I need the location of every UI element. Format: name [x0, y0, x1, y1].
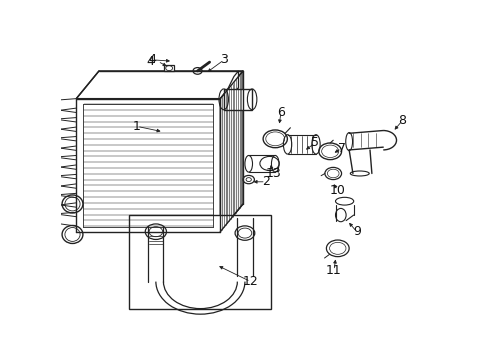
Polygon shape	[223, 89, 252, 110]
Text: 12: 12	[242, 275, 258, 288]
Polygon shape	[76, 71, 243, 99]
Text: 4: 4	[146, 55, 154, 68]
Text: 3: 3	[220, 53, 227, 66]
Text: 8: 8	[397, 114, 406, 127]
Bar	[129, 215, 271, 309]
Text: 10: 10	[329, 184, 345, 197]
Text: 1: 1	[133, 120, 141, 133]
Text: 13: 13	[265, 167, 281, 180]
Text: 9: 9	[352, 225, 360, 238]
Text: 4: 4	[148, 53, 156, 66]
Polygon shape	[226, 71, 238, 102]
Text: 5: 5	[310, 136, 318, 149]
Polygon shape	[220, 71, 243, 232]
Text: 6: 6	[276, 106, 285, 119]
Text: 7: 7	[337, 142, 345, 155]
Bar	[163, 65, 174, 72]
Text: 11: 11	[325, 264, 341, 277]
Text: 2: 2	[261, 175, 269, 188]
